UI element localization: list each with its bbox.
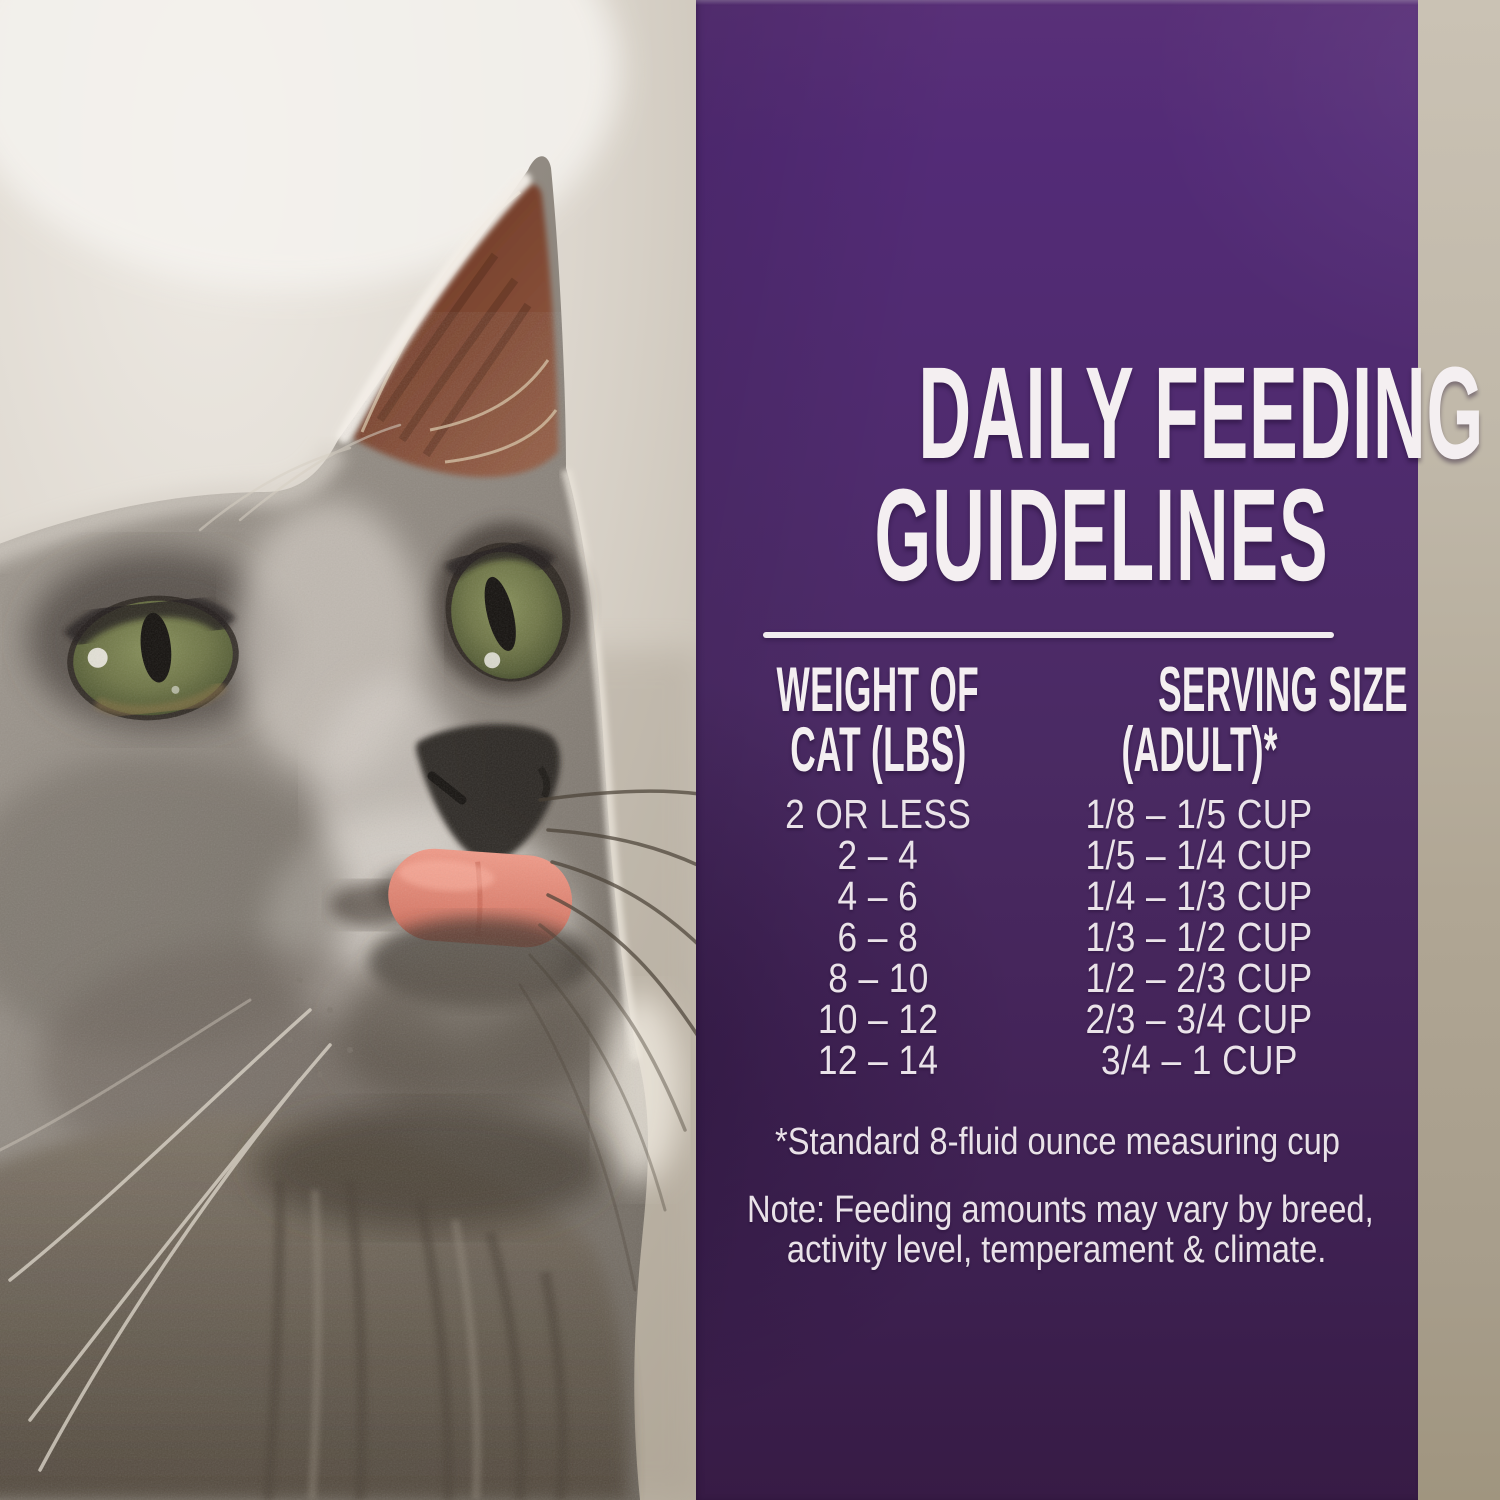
feeding-table-rows: 2 OR LESS 1/8 – 1/5 CUP 2 – 4 1/5 – 1/4 …	[696, 794, 1418, 1081]
table-row: 2 OR LESS 1/8 – 1/5 CUP	[696, 794, 1338, 835]
weight-cell: 4 – 6	[696, 876, 1060, 917]
serving-value: 1/5 – 1/4 CUP	[1085, 832, 1313, 878]
table-header-row: WEIGHT OF CAT (LBS) SERVING SIZE (ADULT)…	[696, 655, 1408, 785]
right-background-strip	[1418, 0, 1500, 1500]
note-line-1: Note: Feeding amounts may vary by breed,	[747, 1189, 1374, 1231]
whiskers	[0, 423, 700, 1472]
table-row: 10 – 12 2/3 – 3/4 CUP	[696, 999, 1338, 1040]
cat-photo	[0, 0, 700, 1500]
footnote-text: *Standard 8-fluid ounce measuring cup	[774, 1121, 1340, 1163]
header-weight-line-2: CAT (LBS)	[789, 715, 967, 785]
inner-ear	[352, 184, 558, 478]
measuring-cup-footnote: *Standard 8-fluid ounce measuring cup	[696, 1117, 1418, 1167]
serving-value: 3/4 – 1 CUP	[1100, 1037, 1298, 1083]
panel-title: DAILY FEEDING GUIDELINES	[696, 347, 1483, 608]
table-row: 4 – 6 1/4 – 1/3 CUP	[696, 876, 1338, 917]
serving-value: 1/2 – 2/3 CUP	[1085, 955, 1313, 1001]
cat-figure	[0, 156, 700, 1500]
serving-value: 1/3 – 1/2 CUP	[1085, 914, 1313, 960]
title-divider	[763, 632, 1334, 638]
serving-cell: 1/5 – 1/4 CUP	[1060, 835, 1338, 876]
serving-cell: 1/3 – 1/2 CUP	[1060, 917, 1338, 958]
weight-cell: 2 – 4	[696, 835, 1060, 876]
weight-cell: 12 – 14	[696, 1040, 1060, 1081]
serving-cell: 1/8 – 1/5 CUP	[1060, 794, 1338, 835]
feeding-guidelines-panel: DAILY FEEDING GUIDELINES WEIGHT OF CAT (…	[696, 0, 1483, 1500]
serving-value: 1/4 – 1/3 CUP	[1085, 873, 1313, 919]
serving-cell: 1/2 – 2/3 CUP	[1060, 958, 1338, 999]
serving-cell: 3/4 – 1 CUP	[1060, 1040, 1338, 1081]
weight-value: 6 – 8	[837, 914, 919, 960]
weight-value: 10 – 12	[817, 996, 939, 1042]
feeding-note: Note: Feeding amounts may vary by breed,…	[696, 1190, 1418, 1270]
serving-cell: 2/3 – 3/4 CUP	[1060, 999, 1338, 1040]
table-row: 8 – 10 1/2 – 2/3 CUP	[696, 958, 1338, 999]
title-line-2: GUIDELINES	[874, 461, 1329, 608]
weight-cell: 2 OR LESS	[696, 794, 1060, 835]
weight-value: 12 – 14	[817, 1037, 939, 1083]
weight-cell: 8 – 10	[696, 958, 1060, 999]
table-row: 2 – 4 1/5 – 1/4 CUP	[696, 835, 1338, 876]
eyebrow-hairs	[198, 423, 402, 532]
serving-value: 2/3 – 3/4 CUP	[1085, 996, 1313, 1042]
header-serving-line-2: (ADULT)*	[1121, 715, 1278, 785]
table-row: 6 – 8 1/3 – 1/2 CUP	[696, 917, 1338, 958]
weight-cell: 10 – 12	[696, 999, 1060, 1040]
serving-value: 1/8 – 1/5 CUP	[1085, 791, 1313, 837]
title-line-1: DAILY FEEDING	[918, 339, 1485, 486]
column-header-serving: SERVING SIZE (ADULT)*	[1060, 659, 1407, 785]
weight-cell: 6 – 8	[696, 917, 1060, 958]
weight-value: 2 – 4	[837, 832, 919, 878]
note-line-2: activity level, temperament & climate.	[787, 1229, 1327, 1271]
table-row: 12 – 14 3/4 – 1 CUP	[696, 1040, 1338, 1081]
weight-value: 2 OR LESS	[784, 791, 972, 837]
ear-rim-highlight	[336, 172, 532, 444]
column-header-weight: WEIGHT OF CAT (LBS)	[696, 655, 1060, 785]
header-weight-line-1: WEIGHT OF	[776, 655, 980, 725]
serving-cell: 1/4 – 1/3 CUP	[1060, 876, 1338, 917]
weight-value: 4 – 6	[837, 873, 919, 919]
header-serving-line-1: SERVING SIZE	[1158, 655, 1408, 725]
weight-value: 8 – 10	[827, 955, 929, 1001]
